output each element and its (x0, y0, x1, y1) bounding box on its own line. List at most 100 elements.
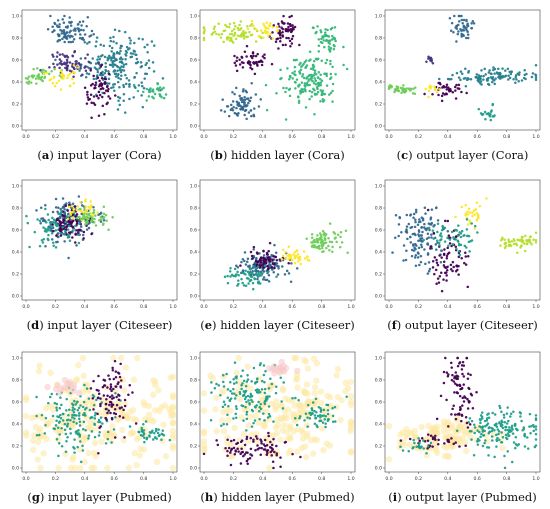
scatter-point (255, 63, 259, 66)
scatter-point (420, 237, 424, 240)
panel-caption-h: (h) hidden layer (Pubmed) (200, 490, 355, 504)
scatter-point (98, 79, 101, 83)
scatter-point (334, 236, 337, 239)
scatter-point (532, 429, 535, 433)
scatter-point (233, 452, 237, 456)
scatter-point (270, 266, 274, 269)
scatter-point (234, 64, 238, 67)
scatter-point (74, 224, 77, 228)
scatter-point (334, 365, 342, 373)
scatter-point (74, 241, 77, 244)
scatter-point (259, 29, 263, 32)
scatter-point (304, 106, 308, 109)
scatter-point (56, 210, 59, 213)
scatter-point (250, 394, 254, 398)
scatter-point (55, 81, 58, 85)
scatter-point (53, 218, 56, 222)
scatter-point (221, 98, 224, 101)
scatter-point (59, 231, 62, 235)
scatter-point (72, 420, 75, 424)
scatter-point (451, 260, 455, 264)
scatter-point (50, 69, 53, 73)
scatter-point (409, 226, 412, 229)
scatter-point (459, 235, 463, 239)
scatter-point (491, 78, 495, 81)
scatter-point (118, 415, 122, 418)
scatter-point (450, 230, 454, 234)
scatter-point (77, 27, 80, 30)
scatter-point (67, 256, 70, 260)
scatter-point (90, 430, 94, 433)
scatter-point (456, 240, 460, 243)
scatter-point (412, 212, 416, 216)
scatter-point (232, 446, 236, 450)
scatter-point (507, 244, 511, 248)
scatter-point (288, 78, 291, 81)
x-tick-label: 0.4 (444, 134, 451, 140)
scatter-point (277, 47, 280, 50)
x-tick-label: 0.2 (415, 476, 422, 482)
scatter-point (99, 397, 102, 400)
scatter-point (452, 237, 456, 240)
scatter-point (534, 414, 538, 417)
x-tick-label: 0.8 (503, 134, 510, 140)
scatter-point (273, 266, 276, 270)
scatter-point (100, 84, 103, 87)
scatter-point (452, 442, 455, 446)
scatter-point (156, 407, 163, 415)
y-tick-label: 0.8 (190, 206, 197, 212)
scatter-point (270, 253, 273, 257)
scatter-point (99, 65, 103, 68)
scatter-point (67, 40, 71, 44)
scatter-point (249, 436, 253, 440)
scatter-point (298, 415, 302, 418)
scatter-point (327, 237, 330, 240)
y-tick-label: 0.6 (12, 400, 19, 406)
scatter-point (458, 14, 461, 18)
scatter-point (238, 392, 242, 396)
scatter-point (491, 76, 495, 79)
scatter-point (429, 245, 433, 248)
scatter-point (244, 284, 248, 288)
scatter-point (494, 77, 497, 80)
scatter-point (120, 65, 123, 68)
scatter-point (115, 58, 118, 62)
scatter-point (413, 441, 416, 445)
scatter-point (297, 260, 300, 263)
scatter-point (304, 66, 307, 70)
scatter-point (308, 50, 312, 54)
y-tick-label: 0.8 (375, 36, 382, 42)
scatter-point (97, 62, 100, 65)
scatter-point (477, 107, 481, 111)
scatter-point (223, 403, 227, 406)
scatter-point (470, 22, 473, 25)
scatter-point (461, 396, 464, 400)
scatter-point (72, 75, 75, 78)
y-tick-label: 0.8 (375, 206, 382, 212)
scatter-point (254, 267, 258, 270)
scatter-point (468, 430, 472, 433)
scatter-point (246, 462, 249, 466)
scatter-point (107, 72, 111, 75)
scatter-point (84, 220, 87, 223)
scatter-point (92, 211, 95, 214)
scatter-point (293, 376, 300, 383)
scatter-point (398, 216, 401, 219)
scatter-point (480, 411, 484, 414)
scatter-point (302, 76, 306, 80)
y-tick-label: 0.8 (12, 36, 19, 42)
scatter-point (320, 59, 324, 62)
scatter-point (471, 214, 474, 218)
scatter-point (98, 212, 102, 216)
scatter-point (485, 77, 489, 81)
scatter-point (63, 428, 67, 432)
y-tick-label: 1.0 (12, 184, 19, 190)
scatter-point (93, 84, 97, 87)
scatter-point (269, 440, 272, 444)
scatter-point (462, 375, 466, 378)
scatter-point (169, 392, 177, 399)
scatter-point (239, 104, 242, 107)
scatter-point (142, 90, 145, 94)
scatter-point (457, 250, 461, 253)
scatter-point (54, 424, 58, 427)
